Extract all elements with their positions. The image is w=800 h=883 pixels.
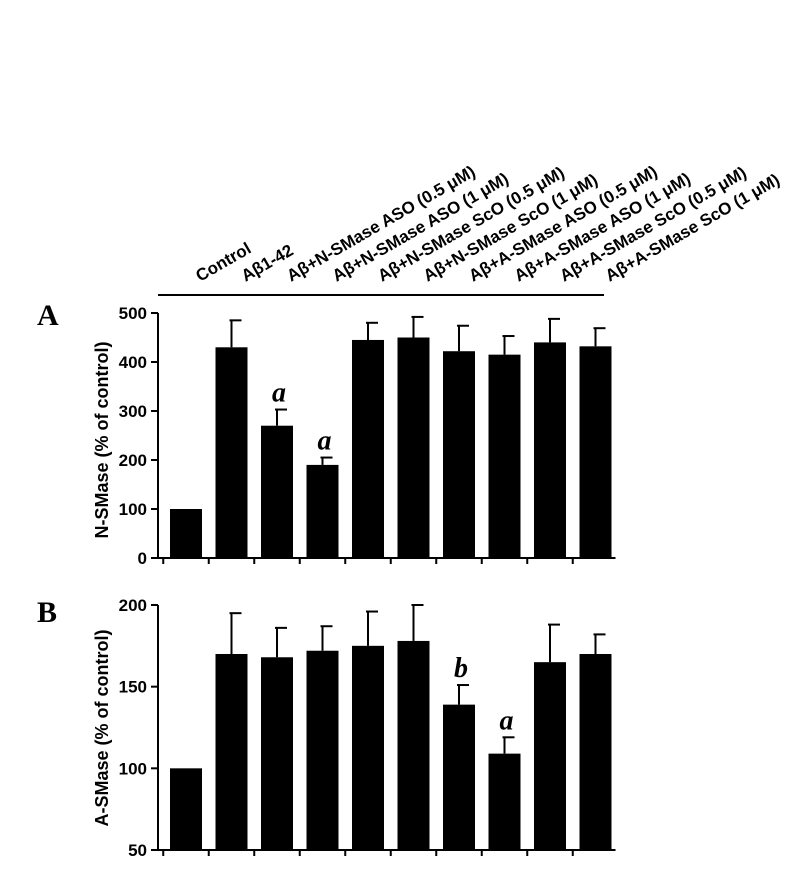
y-axis-title: N-SMase (% of control) — [92, 341, 112, 538]
panel-b-chart: B A-SMase (% of control) 50 100 150 200 b a — [37, 596, 616, 860]
y-axis-title: A-SMase (% of control) — [92, 629, 112, 826]
bar — [579, 654, 612, 850]
bar — [215, 347, 248, 558]
bar — [215, 654, 248, 850]
bar — [488, 753, 521, 850]
y-tick-label: 500 — [119, 304, 147, 323]
y-tick-label: 150 — [119, 678, 147, 697]
bar — [488, 354, 521, 558]
significance-label: a — [500, 705, 514, 736]
y-tick-label: 100 — [119, 759, 147, 778]
bar — [352, 339, 384, 558]
bar — [534, 342, 566, 558]
bar — [306, 650, 339, 850]
panel-letter: A — [37, 299, 59, 332]
bar — [397, 640, 430, 850]
y-tick-label: 0 — [138, 549, 147, 568]
bar — [443, 351, 475, 558]
bar — [443, 704, 475, 850]
bar — [306, 464, 339, 558]
bar — [352, 645, 384, 850]
significance-label: a — [318, 426, 332, 457]
y-tick-label: 200 — [119, 596, 147, 615]
y-tick-label: 50 — [128, 841, 147, 860]
panel-letter: B — [37, 596, 57, 629]
significance-label: b — [454, 653, 468, 684]
y-tick-label: 400 — [119, 353, 147, 372]
y-tick-label: 300 — [119, 402, 147, 421]
significance-label: a — [272, 378, 286, 409]
bar — [397, 337, 430, 558]
y-tick-label: 100 — [119, 500, 147, 519]
bar — [534, 662, 566, 850]
bar — [170, 768, 202, 850]
y-tick-label: 200 — [119, 451, 147, 470]
panel-a-chart: A N-SMase (% of control) 0 100 200 300 400 500 a… — [37, 299, 616, 568]
bar — [170, 509, 202, 558]
bar — [261, 657, 293, 850]
bar — [261, 425, 293, 558]
bar — [579, 346, 612, 558]
